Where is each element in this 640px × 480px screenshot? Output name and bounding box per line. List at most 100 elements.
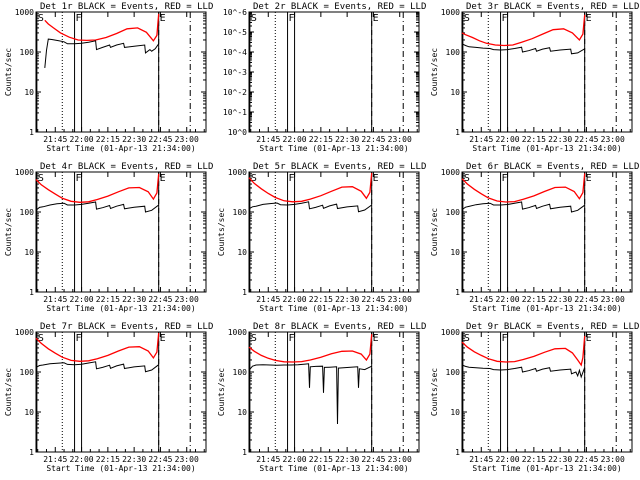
x-tick-label: 22:15 — [522, 135, 546, 144]
x-tick-label: 21:45 — [43, 295, 67, 304]
x-tick-label: 22:45 — [148, 455, 172, 464]
x-tick-label: 21:45 — [256, 295, 280, 304]
x-tick-label: 22:00 — [283, 135, 307, 144]
x-tick-label: 22:30 — [122, 455, 146, 464]
y-tick-label: 1000 — [441, 328, 460, 337]
panel-det4r: Det 4r BLACK = Events, RED = LLD 1 10 100 10… — [4, 162, 213, 313]
x-tick-label: 22:45 — [148, 295, 172, 304]
marker-flare-label: F — [289, 13, 295, 24]
y-tick-label: 1000 — [228, 328, 247, 337]
y-axis-label: Counts/sec — [4, 48, 13, 96]
x-tick-label: 22:00 — [496, 295, 520, 304]
panel-det7r: Det 7r BLACK = Events, RED = LLD 1 10 100 10… — [4, 322, 213, 473]
series-lld-line — [35, 332, 160, 362]
panel-title: Det 6r BLACK = Events, RED = LLD — [466, 162, 639, 172]
series-events-line — [248, 201, 372, 213]
x-axis-label: Start Time (01-Apr-13 21:34:00) — [259, 304, 408, 313]
panel-det6r: Det 6r BLACK = Events, RED = LLD 1 10 100 10… — [430, 162, 639, 313]
marker-flare-label: F — [502, 13, 508, 24]
y-tick-label: 10 — [450, 408, 460, 417]
y-tick-label: 10^-2 — [223, 88, 247, 97]
x-tick-label: 23:00 — [175, 295, 199, 304]
panel-det1r: Det 1r BLACK = Events, RED = LLD 1 10 100 10… — [4, 2, 213, 153]
marker-end-label: E — [586, 173, 592, 184]
panel-det2r: Det 2r BLACK = Events, RED = LLD 10^0 10^-… — [223, 2, 426, 153]
y-tick-label: 1000 — [441, 168, 460, 177]
y-tick-label: 10 — [24, 248, 34, 257]
x-tick-label: 22:15 — [522, 455, 546, 464]
y-tick-label: 10^-3 — [223, 68, 247, 77]
y-axis-label: Counts/sec — [217, 368, 226, 416]
x-tick-label: 22:45 — [148, 135, 172, 144]
marker-start-label: S — [251, 13, 257, 24]
marker-start-label: S — [251, 333, 257, 344]
plot-frame — [35, 171, 207, 293]
x-tick-label: 22:00 — [70, 455, 94, 464]
y-tick-label: 10 — [450, 248, 460, 257]
x-tick-label: 22:45 — [574, 455, 598, 464]
y-tick-label: 10 — [24, 88, 34, 97]
x-tick-label: 22:30 — [548, 455, 572, 464]
x-tick-label: 23:00 — [175, 135, 199, 144]
marker-end-label: E — [586, 13, 592, 24]
y-tick-label: 100 — [233, 368, 248, 377]
y-tick-label: 1000 — [228, 168, 247, 177]
marker-start-label: S — [464, 333, 470, 344]
x-tick-label: 22:45 — [361, 455, 385, 464]
x-tick-label: 23:00 — [388, 455, 412, 464]
x-tick-label: 21:45 — [469, 135, 493, 144]
marker-flare-label: F — [76, 333, 82, 344]
series-events-line — [35, 201, 160, 213]
y-axis-label: Counts/sec — [430, 48, 439, 96]
x-axis-label: Start Time (01-Apr-13 21:34:00) — [472, 464, 621, 473]
x-tick-label: 22:15 — [309, 295, 333, 304]
plot-frame — [461, 11, 633, 133]
x-tick-label: 21:45 — [256, 135, 280, 144]
y-axis-label: Counts/sec — [217, 208, 226, 256]
y-tick-label: 1000 — [15, 8, 34, 17]
y-tick-label: 10 — [450, 88, 460, 97]
y-tick-label: 1 — [242, 448, 247, 457]
x-axis-label: Start Time (01-Apr-13 21:34:00) — [259, 464, 408, 473]
x-tick-label: 22:30 — [335, 135, 359, 144]
x-axis-label: Start Time (01-Apr-13 21:34:00) — [259, 144, 408, 153]
x-tick-label: 22:45 — [574, 135, 598, 144]
x-tick-label: 22:30 — [335, 455, 359, 464]
x-tick-label: 22:45 — [361, 295, 385, 304]
marker-end-label: E — [586, 333, 592, 344]
x-tick-label: 23:00 — [175, 455, 199, 464]
y-tick-label: 100 — [20, 368, 35, 377]
y-tick-label: 1 — [455, 448, 460, 457]
x-tick-label: 22:15 — [309, 455, 333, 464]
plot-frame — [35, 331, 207, 453]
marker-start-label: S — [464, 13, 470, 24]
y-tick-label: 1000 — [441, 8, 460, 17]
marker-start-label: S — [464, 173, 470, 184]
panel-det3r: Det 3r BLACK = Events, RED = LLD 1 10 100 10… — [430, 2, 639, 153]
plot-frame — [461, 171, 633, 293]
marker-end-label: E — [373, 13, 379, 24]
series-lld-line — [44, 13, 160, 42]
panel-det8r: Det 8r BLACK = Events, RED = LLD 1 10 100 10… — [217, 322, 426, 473]
y-tick-label: 100 — [20, 48, 35, 57]
plot-frame — [461, 331, 633, 453]
panel-title: Det 4r BLACK = Events, RED = LLD — [40, 162, 213, 172]
x-tick-label: 23:00 — [388, 135, 412, 144]
panel-title: Det 9r BLACK = Events, RED = LLD — [466, 322, 639, 332]
marker-flare-label: F — [289, 173, 295, 184]
series-events-line — [461, 364, 586, 379]
x-tick-label: 23:00 — [388, 295, 412, 304]
x-tick-label: 21:45 — [43, 135, 67, 144]
x-tick-label: 22:00 — [283, 455, 307, 464]
x-tick-label: 22:30 — [548, 135, 572, 144]
panel-title: Det 1r BLACK = Events, RED = LLD — [40, 2, 213, 12]
y-tick-label: 1 — [242, 288, 247, 297]
series-events-line — [461, 201, 585, 213]
y-tick-label: 1 — [29, 448, 34, 457]
y-axis-label: Counts/sec — [4, 368, 13, 416]
plot-frame — [248, 171, 420, 293]
x-tick-label: 22:30 — [548, 295, 572, 304]
y-tick-label: 1 — [455, 128, 460, 137]
marker-end-label: E — [373, 173, 379, 184]
